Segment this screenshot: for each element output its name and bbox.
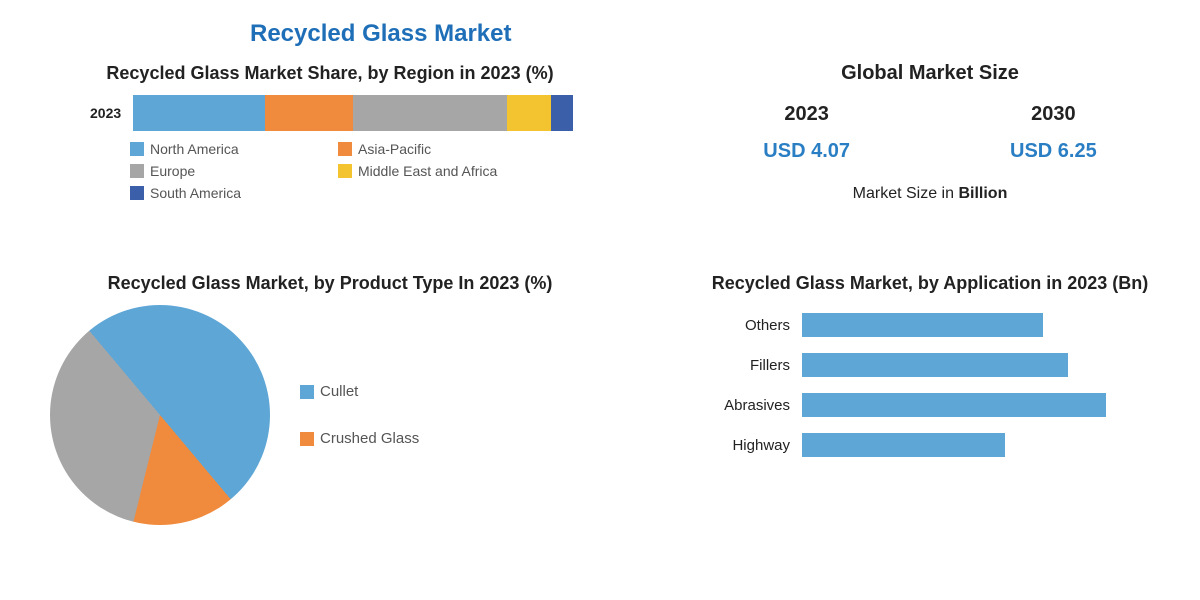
product-legend-item: Crushed Glass: [300, 430, 480, 447]
application-label: Others: [680, 317, 790, 334]
product-chart-title: Recycled Glass Market, by Product Type I…: [20, 272, 640, 295]
region-legend-item: North America: [130, 141, 310, 157]
legend-swatch: [130, 164, 144, 178]
application-label: Abrasives: [680, 397, 790, 414]
application-bars: Others Fillers Abrasives Highway: [680, 305, 1200, 465]
product-pie-legend: Cullet Crushed Glass: [300, 383, 480, 447]
legend-swatch: [338, 142, 352, 156]
region-segment: [551, 95, 573, 131]
region-chart-title: Recycled Glass Market Share, by Region i…: [20, 62, 640, 85]
legend-label: Crushed Glass: [320, 430, 419, 447]
market-size-value: USD 6.25: [1010, 140, 1097, 163]
application-chart-title: Recycled Glass Market, by Application in…: [650, 272, 1200, 295]
legend-swatch: [130, 186, 144, 200]
market-size-value: USD 4.07: [763, 140, 850, 163]
product-pie-wrap: Cullet Crushed Glass: [20, 305, 640, 525]
market-size-footnote-bold: Billion: [958, 185, 1007, 202]
application-bar: [802, 313, 1043, 337]
application-label: Fillers: [680, 357, 790, 374]
region-legend-item: Europe: [130, 163, 310, 179]
legend-label: North America: [150, 141, 239, 157]
region-legend-item: Middle East and Africa: [338, 163, 518, 179]
application-row: Abrasives: [680, 385, 1200, 425]
application-bar-track: [802, 433, 1182, 457]
product-pie: [50, 305, 270, 525]
market-size-col: 2030 USD 6.25: [1010, 103, 1097, 163]
application-row: Others: [680, 305, 1200, 345]
application-bar-track: [802, 393, 1182, 417]
legend-swatch: [130, 142, 144, 156]
legend-label: Middle East and Africa: [358, 163, 497, 179]
region-chart: Recycled Glass Market Share, by Region i…: [20, 62, 640, 262]
region-segment: [133, 95, 265, 131]
legend-swatch: [300, 432, 314, 446]
market-size-year: 2023: [763, 103, 850, 126]
product-chart: Recycled Glass Market, by Product Type I…: [20, 272, 640, 572]
application-row: Fillers: [680, 345, 1200, 385]
application-bar: [802, 433, 1005, 457]
legend-label: South America: [150, 185, 241, 201]
region-legend-item: Asia-Pacific: [338, 141, 518, 157]
content-grid: Recycled Glass Market Share, by Region i…: [0, 62, 1200, 572]
legend-label: Asia-Pacific: [358, 141, 431, 157]
market-size: Global Market Size 2023 USD 4.07 2030 USD 6…: [650, 62, 1200, 262]
application-chart: Recycled Glass Market, by Application in…: [650, 272, 1200, 572]
legend-label: Cullet: [320, 383, 358, 400]
application-bar: [802, 393, 1106, 417]
region-year-label: 2023: [90, 105, 121, 121]
application-bar: [802, 353, 1068, 377]
legend-label: Europe: [150, 163, 195, 179]
region-stacked-bar: [133, 95, 573, 131]
application-row: Highway: [680, 425, 1200, 465]
page-title: Recycled Glass Market: [0, 0, 1200, 62]
application-bar-track: [802, 313, 1182, 337]
application-label: Highway: [680, 437, 790, 454]
legend-swatch: [338, 164, 352, 178]
product-legend-item: Cullet: [300, 383, 480, 400]
market-size-footnote: Market Size in Billion: [650, 185, 1200, 203]
region-segment: [507, 95, 551, 131]
market-size-year: 2030: [1010, 103, 1097, 126]
region-segment: [265, 95, 353, 131]
market-size-columns: 2023 USD 4.07 2030 USD 6.25: [650, 103, 1200, 163]
region-legend-item: South America: [130, 185, 310, 201]
legend-swatch: [300, 385, 314, 399]
market-size-footnote-prefix: Market Size in: [853, 185, 959, 202]
region-stacked-wrap: 2023: [90, 95, 630, 131]
application-bar-track: [802, 353, 1182, 377]
region-segment: [353, 95, 507, 131]
market-size-col: 2023 USD 4.07: [763, 103, 850, 163]
region-legend: North America Asia-Pacific Europe Middle Ea…: [130, 141, 640, 201]
market-size-title: Global Market Size: [650, 62, 1200, 85]
